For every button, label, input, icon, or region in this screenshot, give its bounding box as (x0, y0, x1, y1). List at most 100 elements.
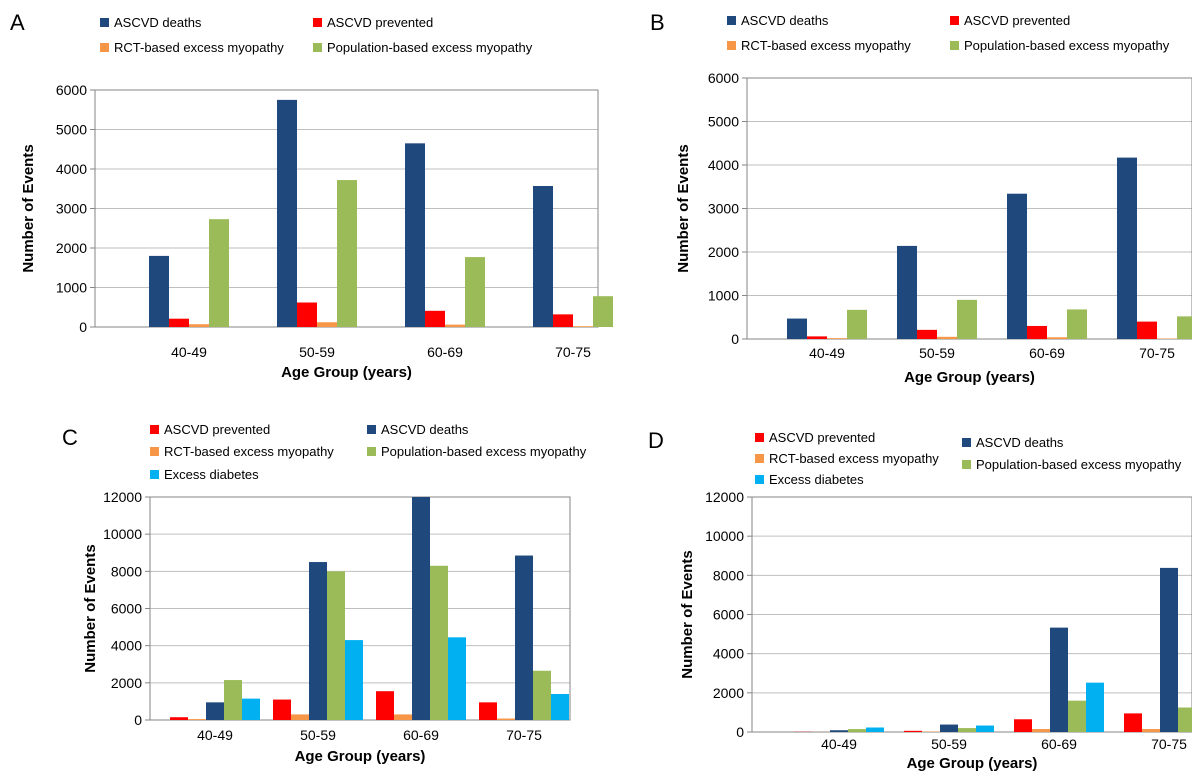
legend-item: ASCVD prevented (313, 15, 433, 30)
y-tick-label: 6000 (708, 70, 739, 86)
bar-rct-myopathy (189, 324, 209, 327)
y-tick-label: 1000 (56, 280, 87, 296)
legend-label: RCT-based excess myopathy (769, 451, 939, 466)
y-tick-label: 8000 (111, 563, 142, 579)
legend-swatch (150, 447, 159, 456)
legend-item: Population-based excess myopathy (367, 444, 587, 459)
x-tick-label: 70-75 (1139, 345, 1175, 361)
legend-swatch (950, 41, 959, 50)
bar-pop-myopathy (465, 257, 485, 327)
bar-pop-myopathy (1178, 708, 1192, 732)
bar-pop-myopathy (593, 296, 613, 327)
bar-pop-myopathy (958, 728, 976, 732)
legend-item: RCT-based excess myopathy (755, 451, 939, 466)
bar-ascvd-deaths (309, 562, 327, 720)
y-tick-label: 6000 (111, 601, 142, 617)
bar-ascvd-deaths (1160, 568, 1178, 732)
legend-swatch (755, 433, 764, 442)
y-tick-label: 8000 (713, 567, 744, 583)
y-tick-label: 2000 (708, 244, 739, 260)
y-tick-label: 2000 (713, 685, 744, 701)
legend-swatch (727, 41, 736, 50)
bar-excess-diabetes (448, 637, 466, 720)
bar-rct-myopathy (317, 322, 337, 327)
bar-pop-myopathy (337, 180, 357, 327)
legend-item: Population-based excess myopathy (962, 457, 1182, 472)
legend-swatch (313, 43, 322, 52)
bar-ascvd-deaths (405, 143, 425, 327)
bar-ascvd-deaths (830, 730, 848, 732)
bar-ascvd-deaths (1007, 194, 1027, 339)
bar-pop-myopathy (533, 671, 551, 720)
legend-item: ASCVD prevented (950, 13, 1070, 28)
y-tick-label: 6000 (56, 82, 87, 98)
bar-ascvd-prevented (169, 319, 189, 327)
bar-excess-diabetes (866, 727, 884, 732)
legend-item: Population-based excess myopathy (313, 40, 533, 55)
x-tick-label: 70-75 (555, 344, 591, 360)
bar-pop-myopathy (1177, 316, 1192, 339)
y-tick-label: 12000 (103, 489, 142, 505)
bar-rct-myopathy (188, 719, 206, 720)
x-tick-label: 50-59 (931, 736, 967, 752)
y-tick-label: 0 (134, 712, 142, 728)
legend-swatch (367, 425, 376, 434)
bar-ascvd-prevented (479, 702, 497, 720)
legend-label: RCT-based excess myopathy (164, 444, 334, 459)
legend-label: Population-based excess myopathy (381, 444, 587, 459)
legend-swatch (313, 18, 322, 27)
x-tick-label: 50-59 (299, 344, 335, 360)
legend-item: RCT-based excess myopathy (727, 38, 911, 53)
y-axis-title: Number of Events (20, 144, 37, 272)
bar-pop-myopathy (1067, 309, 1087, 339)
legend-item: Population-based excess myopathy (950, 38, 1170, 53)
y-tick-label: 2000 (56, 240, 87, 256)
bar-ascvd-deaths (206, 702, 224, 720)
y-tick-label: 12000 (705, 489, 744, 505)
y-tick-label: 0 (731, 331, 739, 347)
legend-label: ASCVD prevented (964, 13, 1070, 28)
legend-label: RCT-based excess myopathy (741, 38, 911, 53)
x-tick-label: 40-49 (821, 736, 857, 752)
bar-rct-myopathy (1142, 729, 1160, 732)
legend-swatch (755, 454, 764, 463)
bar-ascvd-prevented (553, 314, 573, 327)
y-tick-label: 1000 (708, 288, 739, 304)
bar-rct-myopathy (1047, 337, 1067, 339)
legend-swatch (100, 43, 109, 52)
bar-pop-myopathy (430, 566, 448, 720)
bar-excess-diabetes (242, 699, 260, 720)
y-axis-title: Number of Events (679, 550, 696, 678)
bar-ascvd-prevented (297, 303, 317, 327)
bar-ascvd-prevented (425, 311, 445, 327)
legend-label: RCT-based excess myopathy (114, 40, 284, 55)
bar-rct-myopathy (573, 326, 593, 327)
bar-ascvd-deaths (515, 556, 533, 720)
legend-swatch (100, 18, 109, 27)
bar-rct-myopathy (291, 714, 309, 720)
bar-ascvd-deaths (412, 497, 430, 720)
bar-ascvd-deaths (533, 186, 553, 327)
y-tick-label: 6000 (713, 607, 744, 623)
x-tick-label: 60-69 (1041, 736, 1077, 752)
y-tick-label: 4000 (708, 157, 739, 173)
legend-item: ASCVD deaths (100, 15, 202, 30)
bar-ascvd-deaths (897, 246, 917, 339)
legend-label: Excess diabetes (769, 472, 864, 487)
bar-ascvd-prevented (1137, 322, 1157, 339)
legend-label: ASCVD prevented (164, 422, 270, 437)
y-tick-label: 5000 (56, 122, 87, 138)
bar-ascvd-prevented (1027, 326, 1047, 339)
bar-rct-myopathy (497, 719, 515, 720)
legend-swatch (950, 16, 959, 25)
bar-excess-diabetes (976, 726, 994, 732)
y-tick-label: 10000 (103, 526, 142, 542)
bar-ascvd-prevented (807, 336, 827, 339)
x-axis-title: Age Group (years) (295, 748, 426, 765)
bar-rct-myopathy (937, 337, 957, 339)
bar-pop-myopathy (209, 219, 229, 327)
bar-ascvd-prevented (376, 691, 394, 720)
bar-pop-myopathy (327, 571, 345, 720)
